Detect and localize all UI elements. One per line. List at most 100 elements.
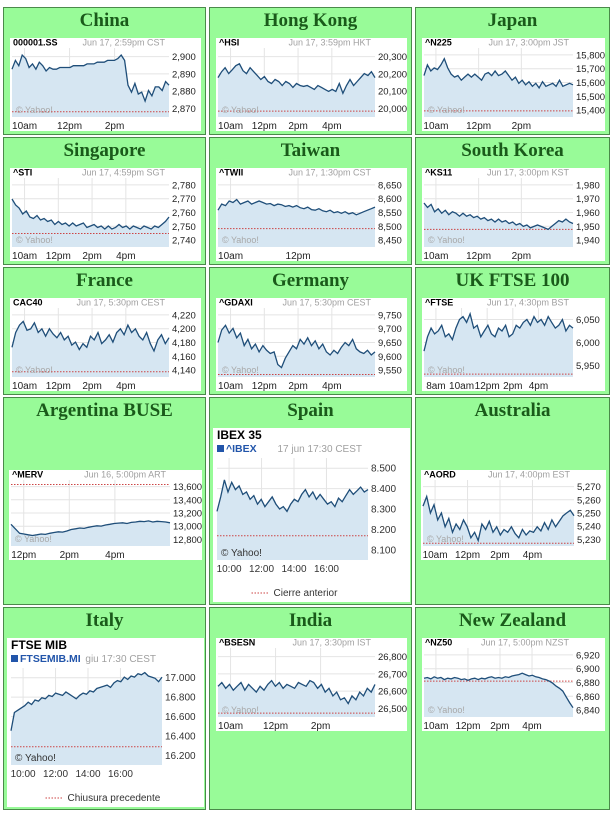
area-fill: [424, 313, 573, 377]
chart-taiwan[interactable]: ^TWII Jun 17, 1:30pm CST © Yahoo! 8,650 8,60…: [216, 168, 407, 261]
series-line: [422, 494, 575, 543]
y-tick-label: 8.500: [371, 464, 396, 475]
chart-argentina-buse[interactable]: ^MERV Jun 16, 5:00pm ART © Yahoo! 13,600 13,…: [9, 470, 202, 560]
yahoo-watermark: © Yahoo!: [222, 365, 259, 375]
x-tick-label: 10am: [449, 381, 474, 391]
y-tick-label: 9,650: [378, 338, 402, 349]
y-tick-label: 9,700: [378, 324, 402, 335]
y-tick-label: 15,400: [576, 106, 605, 117]
y-tick-label: 6,860: [576, 692, 600, 703]
y-tick-label: 8,450: [378, 236, 402, 247]
yahoo-watermark: © Yahoo!: [428, 365, 465, 375]
timestamp: Jun 17, 5:30pm CEST: [282, 298, 371, 308]
chart-india[interactable]: ^BSESN Jun 17, 3:30pm IST © Yahoo! 26,800 26…: [216, 638, 407, 731]
symbol-label: ^MERV: [12, 470, 43, 480]
symbol-label: ^AORD: [424, 470, 456, 480]
chart-svg: 000001.SS Jun 17, 2:59pm CST © Yahoo! 2,900…: [11, 38, 196, 131]
x-tick-label: 2pm: [288, 381, 307, 391]
market-title: Hong Kong: [263, 10, 358, 31]
symbol-label: ^TWII: [219, 168, 243, 178]
chart-south-korea[interactable]: ^KS11 Jun 17, 3:00pm KST © Yahoo! 1,980 1,97…: [422, 168, 605, 261]
chart-svg: ^AORD Jun 17, 4:00pm EST © Yahoo! 5,270 5,26…: [422, 470, 601, 560]
timestamp: Jun 17, 3:00pm KST: [487, 168, 570, 178]
x-tick-label: 2pm: [82, 251, 101, 261]
yahoo-watermark: © Yahoo!: [427, 534, 464, 544]
x-tick-label: 10:00: [11, 769, 36, 780]
symbol-label: ^IBEX: [226, 443, 257, 455]
symbol-label: CAC40: [13, 298, 43, 308]
y-tick-label: 16.200: [165, 751, 196, 762]
x-tick-label: 10am: [12, 381, 37, 391]
series-line: [217, 198, 376, 216]
y-tick-label: 16.800: [165, 693, 196, 704]
market-title: Taiwan: [280, 140, 341, 161]
market-cell-china: China 000001.SS Jun 17, 2:59pm CST © Yahoo!…: [3, 7, 206, 135]
market-cell-france: France CAC40 Jun 17, 5:30pm CEST © Yahoo! 4,…: [3, 267, 206, 395]
chart-china[interactable]: 000001.SS Jun 17, 2:59pm CST © Yahoo! 2,900…: [10, 38, 201, 131]
timestamp: Jun 16, 5:00pm ART: [84, 470, 166, 480]
y-tick-label: 9,750: [378, 310, 402, 321]
area-fill: [12, 199, 169, 247]
market-title: Spain: [287, 400, 334, 421]
timestamp: Jun 17, 4:30pm BST: [487, 298, 570, 308]
y-tick-label: 2,740: [172, 236, 196, 247]
market-cell-taiwan: Taiwan ^TWII Jun 17, 1:30pm CST © Yahoo! 8,6…: [209, 137, 412, 265]
y-tick-label: 15,800: [576, 50, 605, 61]
y-tick-label: 6,920: [576, 650, 600, 661]
x-tick-label: 8am: [426, 381, 445, 391]
legend-label: Cierre anterior: [274, 588, 339, 599]
chart-france[interactable]: CAC40 Jun 17, 5:30pm CEST © Yahoo! 4,220 4,2…: [10, 298, 201, 391]
y-tick-label: 1,950: [576, 222, 600, 233]
symbol-label: ^N225: [425, 38, 452, 48]
chart-new-zealand[interactable]: ^NZ50 Jun 17, 5:00pm NZST © Yahoo! 6,920 6,9…: [422, 638, 605, 731]
x-tick-label: 4pm: [322, 381, 341, 391]
yahoo-watermark: © Yahoo!: [428, 705, 465, 715]
x-tick-label: 4pm: [105, 550, 124, 560]
y-tick-label: 4,160: [172, 352, 196, 363]
yahoo-watermark: © Yahoo!: [222, 105, 259, 115]
x-tick-label: 10am: [218, 381, 243, 391]
area-fill: [12, 55, 169, 117]
chart-hong-kong[interactable]: ^HSI Jun 17, 3:59pm HKT © Yahoo! 20,300 20,2…: [216, 38, 407, 131]
market-cell-australia: Australia ^AORD Jun 17, 4:00pm EST © Yahoo!…: [415, 397, 610, 605]
symbol-label: ^NZ50: [425, 638, 452, 648]
yahoo-watermark: © Yahoo!: [16, 365, 53, 375]
y-tick-label: 8,550: [378, 208, 402, 219]
chart-australia[interactable]: ^AORD Jun 17, 4:00pm EST © Yahoo! 5,270 5,26…: [421, 470, 606, 560]
legend-label: Chiusura precedente: [68, 793, 161, 804]
area-fill: [218, 199, 375, 247]
chart-singapore[interactable]: ^STI Jun 17, 4:59pm SGT © Yahoo! 2,780 2,770…: [10, 168, 201, 261]
series-swatch: [11, 655, 18, 662]
index-name: IBEX 35: [217, 428, 262, 442]
y-tick-label: 8.300: [371, 505, 396, 516]
y-tick-label: 2,760: [172, 208, 196, 219]
market-cell-uk-ftse-100: UK FTSE 100 ^FTSE Jun 17, 4:30pm BST © Yaho…: [415, 267, 610, 395]
x-tick-label: 2pm: [60, 550, 79, 560]
timestamp: Jun 17, 4:59pm SGT: [82, 168, 166, 178]
market-title: Japan: [487, 10, 538, 31]
x-tick-label: 2pm: [82, 381, 101, 391]
chart-germany[interactable]: ^GDAXI Jun 17, 5:30pm CEST © Yahoo! 9,750 9,…: [216, 298, 407, 391]
x-tick-label: 12pm: [252, 121, 277, 131]
chart-italy[interactable]: FTSE MIB FTSEMIB.MI giu 17:30 CEST © Yahoo!…: [7, 638, 204, 807]
yahoo-watermark: © Yahoo!: [428, 235, 465, 245]
x-tick-label: 4pm: [523, 550, 542, 560]
market-title: New Zealand: [458, 610, 567, 631]
y-tick-label: 2,870: [172, 104, 196, 115]
area-fill: [218, 325, 375, 377]
chart-spain[interactable]: IBEX 35 ^IBEX 17 jun 17:30 CEST © Yahoo! 8.5…: [213, 428, 410, 602]
timestamp: Jun 17, 1:30pm CST: [288, 168, 371, 178]
yahoo-watermark: © Yahoo!: [221, 548, 262, 559]
y-tick-label: 13,000: [173, 522, 202, 533]
y-tick-label: 1,980: [576, 180, 600, 191]
market-cell-hong-kong: Hong Kong ^HSI Jun 17, 3:59pm HKT © Yahoo! 2…: [209, 7, 412, 135]
y-tick-label: 5,230: [577, 535, 601, 546]
chart-uk-ftse-100[interactable]: ^FTSE Jun 17, 4:30pm BST © Yahoo! 6,050 6,00…: [422, 298, 605, 391]
series-line: [11, 198, 170, 230]
yahoo-watermark: © Yahoo!: [15, 753, 56, 764]
y-tick-label: 5,250: [577, 509, 601, 520]
chart-japan[interactable]: ^N225 Jun 17, 3:00pm JST © Yahoo! 15,800 15,…: [422, 38, 605, 131]
timestamp: Jun 17, 4:00pm EST: [488, 470, 571, 480]
market-title: South Korea: [461, 140, 564, 161]
series-line: [423, 57, 574, 90]
